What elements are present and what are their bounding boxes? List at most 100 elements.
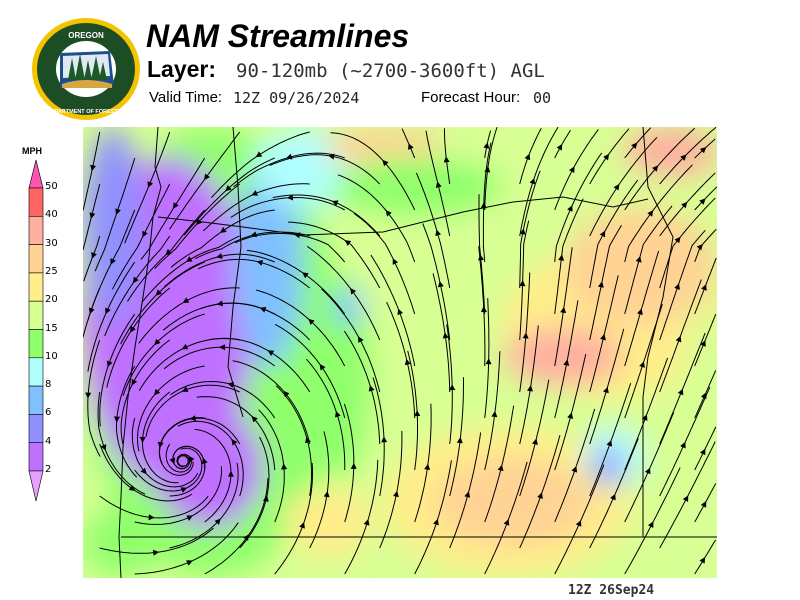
- streamline-arrow: [308, 318, 315, 326]
- streamline-arrow: [699, 448, 706, 456]
- streamline: [344, 459, 379, 575]
- streamline-arrow: [527, 385, 533, 392]
- streamline-arrow: [225, 185, 232, 192]
- streamline-arrow: [519, 228, 526, 235]
- streamline-arrow: [681, 201, 688, 209]
- streamline-arrow: [154, 388, 161, 396]
- legend-bin-15-20: [28, 300, 44, 330]
- streamline-arrow: [128, 485, 136, 491]
- legend-bin-6-8: [28, 385, 44, 415]
- streamline: [239, 436, 270, 549]
- streamline: [170, 209, 275, 268]
- streamline: [519, 272, 531, 393]
- streamline-arrow: [599, 230, 606, 238]
- streamline: [120, 261, 205, 345]
- streamline: [194, 231, 310, 260]
- streamline: [589, 136, 658, 237]
- streamline: [446, 324, 453, 445]
- streamline: [519, 325, 539, 445]
- legend-tick-label: 4: [45, 435, 52, 447]
- streamline-arrow: [319, 363, 326, 371]
- streamline-arrow: [537, 492, 543, 499]
- streamline: [256, 289, 346, 367]
- streamline-arrow: [204, 173, 210, 181]
- streamline-arrow: [201, 457, 208, 465]
- streamline-arrow: [556, 143, 563, 151]
- speed-region-30-40: [503, 327, 623, 387]
- streamline-arrow: [130, 325, 136, 333]
- streamline-arrow: [140, 467, 147, 475]
- streamline-arrow: [100, 444, 107, 451]
- oregon-department-of-forestry-logo: OREGON DEPARTMENT OF FORESTRY: [32, 18, 140, 120]
- streamline-arrow: [563, 359, 570, 366]
- legend-bin-30-40: [28, 215, 44, 245]
- legend-bin-4-6: [28, 414, 44, 443]
- streamline: [97, 391, 146, 495]
- streamline-arrow: [480, 306, 487, 313]
- legend-tick-label: 30: [45, 237, 58, 249]
- streamline-arrow: [85, 392, 92, 399]
- streamline-arrow: [597, 281, 604, 288]
- streamline: [232, 360, 311, 445]
- streamline: [136, 365, 205, 452]
- streamline-arrow: [456, 437, 463, 444]
- streamline-arrow: [147, 181, 154, 188]
- footer-timestamp: 12Z 26Sep24: [568, 583, 655, 598]
- streamline: [122, 313, 205, 396]
- streamline-arrow: [302, 272, 309, 279]
- streamline-arrow: [155, 289, 162, 296]
- speed-region-6-8: [333, 287, 363, 327]
- legend-tick-label: 15: [45, 322, 58, 334]
- legend-tick-label: 40: [45, 209, 58, 221]
- streamline-arrow: [567, 205, 573, 212]
- streamline-arrow: [613, 183, 620, 191]
- speed-region-10-15: [313, 277, 373, 477]
- valid-time-label: Valid Time:: [149, 89, 223, 106]
- legend-tick-label: 8: [45, 379, 52, 391]
- streamline-arrow: [106, 360, 113, 368]
- layer-label: Layer:: [147, 56, 217, 82]
- streamline-arrow: [173, 202, 179, 209]
- streamline: [554, 300, 579, 419]
- streamline-arrow: [255, 151, 263, 158]
- streamline-arrow: [575, 520, 582, 527]
- streamline-arrow: [433, 518, 439, 526]
- streamline: [169, 131, 241, 230]
- streamline: [99, 313, 136, 427]
- streamline-arrow: [323, 491, 330, 498]
- streamline-arrow: [449, 384, 456, 391]
- streamline-arrow: [699, 147, 707, 154]
- streamline-arrow: [699, 557, 706, 564]
- streamline-arrow: [186, 560, 193, 566]
- streamline-arrow: [385, 210, 392, 217]
- streamline: [154, 183, 241, 269]
- streamline-arrow: [700, 501, 707, 508]
- streamline-arrow: [674, 236, 681, 244]
- streamline: [230, 196, 345, 218]
- streamline-arrow: [442, 332, 449, 339]
- streamline-arrow: [331, 200, 339, 206]
- wind-speed-shading: [83, 127, 717, 578]
- streamline: [321, 288, 381, 393]
- streamline-map[interactable]: [83, 127, 717, 578]
- legend-tick-label: 10: [45, 350, 58, 362]
- streamline-arrow: [443, 156, 450, 163]
- streamline-arrow: [603, 386, 609, 394]
- streamline-arrow: [216, 253, 223, 259]
- streamline-arrow: [529, 177, 536, 185]
- streamline-arrow: [219, 344, 226, 351]
- speed-region-10-15: [83, 507, 163, 578]
- streamline: [163, 346, 275, 370]
- streamline: [169, 462, 239, 549]
- streamline-arrow: [677, 388, 684, 396]
- streamline-arrow: [105, 307, 111, 315]
- streamline-arrow: [647, 210, 654, 217]
- streamline: [659, 229, 706, 341]
- streamline-arrow: [185, 256, 193, 262]
- streamline-arrow: [435, 229, 442, 237]
- streamline-arrow: [165, 248, 172, 256]
- streamline: [589, 275, 619, 393]
- streamline-arrow: [483, 142, 490, 149]
- streamline-arrow: [358, 336, 364, 343]
- streamline: [131, 417, 199, 488]
